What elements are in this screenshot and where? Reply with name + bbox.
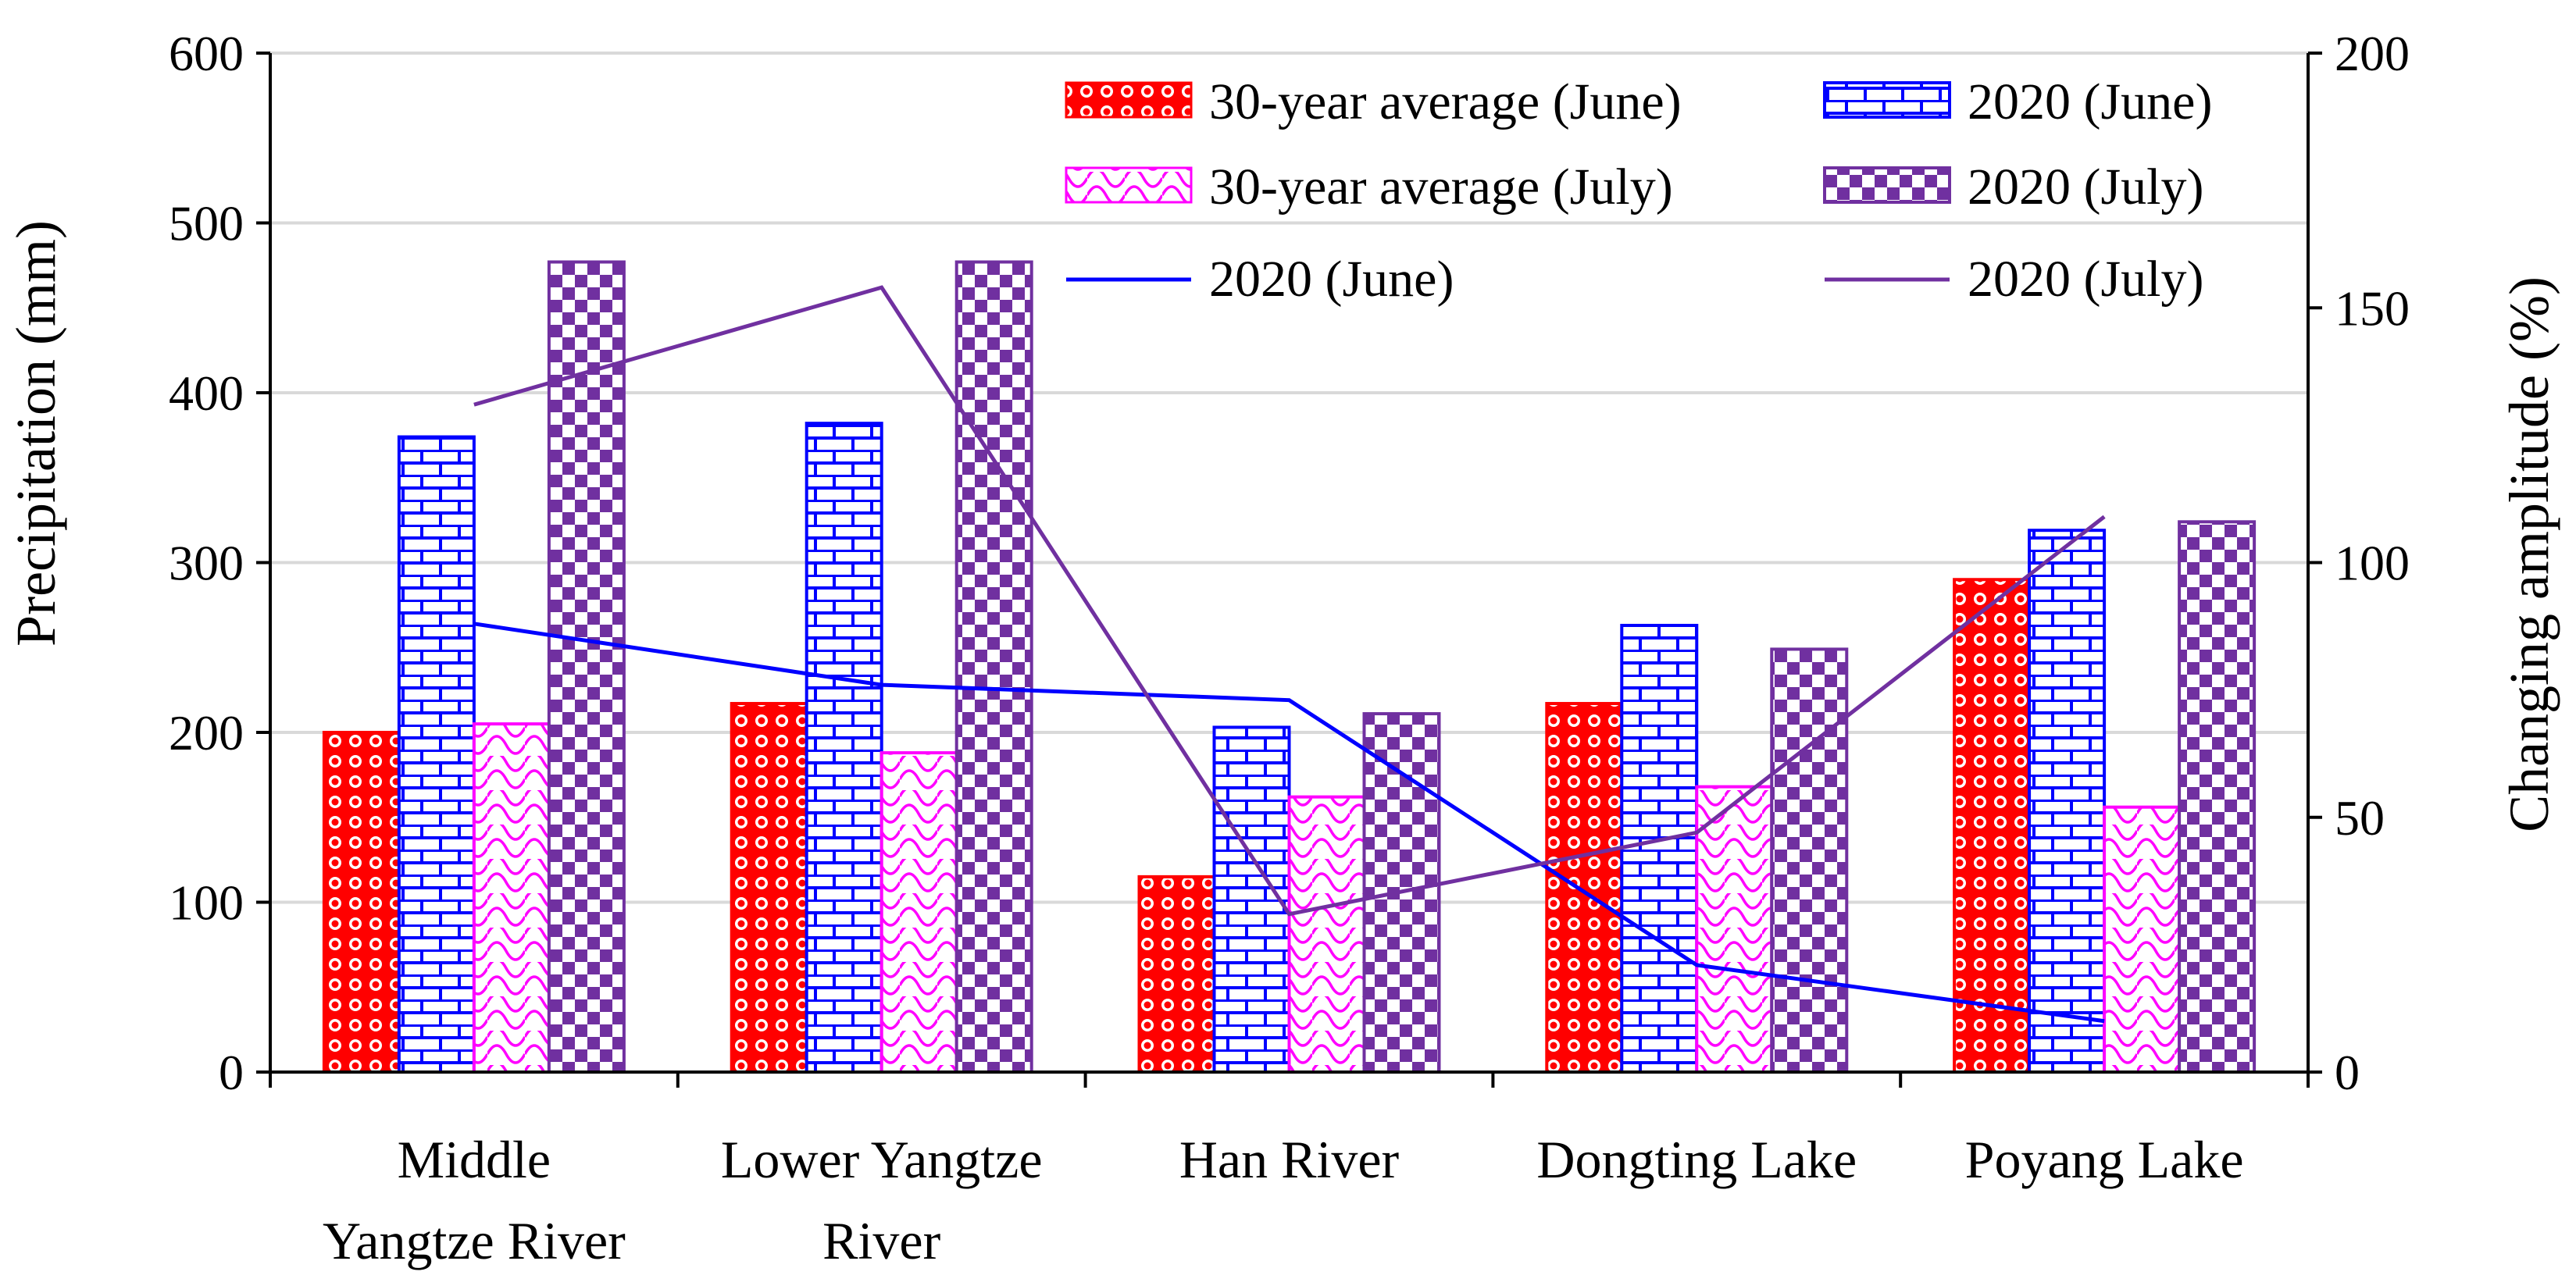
bar bbox=[1770, 647, 1849, 1074]
bars bbox=[322, 260, 2257, 1074]
y-tick-label: 600 bbox=[169, 26, 244, 81]
x-category-label: Dongting Lake bbox=[1536, 1130, 1857, 1189]
legend-label-2020-june-line: 2020 (June) bbox=[1209, 251, 1454, 308]
y-tick-label: 400 bbox=[169, 365, 244, 421]
y-axis-title: Precipitation (mm) bbox=[5, 220, 67, 647]
legend-label-2020-july-line: 2020 (July) bbox=[1968, 251, 2203, 308]
bar bbox=[547, 260, 626, 1074]
bar bbox=[954, 260, 1033, 1074]
y2-tick-label: 200 bbox=[2335, 26, 2410, 81]
legend-label-2020-july-bar: 2020 (July) bbox=[1968, 159, 2203, 216]
x-category-label: Yangtze River bbox=[323, 1211, 626, 1270]
y2-tick-label: 0 bbox=[2335, 1045, 2360, 1100]
x-category-label: Middle bbox=[398, 1130, 551, 1189]
bar bbox=[397, 435, 476, 1074]
y-tick-label: 500 bbox=[169, 196, 244, 251]
x-category-label: Poyang Lake bbox=[1965, 1130, 2244, 1189]
bar bbox=[1545, 702, 1624, 1074]
category-labels: Middle Yangtze River Lower Yangtze River Han… bbox=[323, 1130, 2244, 1270]
y2-axis-title: Changing amplitude (%) bbox=[2498, 276, 2560, 832]
y2-tick-label: 50 bbox=[2335, 790, 2385, 846]
y-tick-label: 0 bbox=[219, 1045, 244, 1100]
bar bbox=[879, 751, 958, 1074]
legend-swatch-2020-june bbox=[1823, 81, 1951, 119]
lines bbox=[473, 285, 2106, 1024]
legend-swatch-avg-july bbox=[1065, 166, 1193, 204]
bar bbox=[1137, 875, 1216, 1074]
y-tick-label: 300 bbox=[169, 536, 244, 591]
legend-swatch-2020-july bbox=[1823, 166, 1951, 204]
x-category-label: River bbox=[822, 1211, 940, 1270]
legend-label-avg-june: 30-year average (June) bbox=[1209, 73, 1682, 130]
bar bbox=[322, 731, 401, 1074]
axes bbox=[256, 52, 2322, 1088]
bar bbox=[2103, 805, 2182, 1074]
y-tick-label: 200 bbox=[169, 705, 244, 761]
x-category-label: Lower Yangtze bbox=[721, 1130, 1043, 1189]
bar bbox=[805, 422, 883, 1074]
bar bbox=[1287, 795, 1366, 1074]
bar bbox=[472, 722, 551, 1074]
bar bbox=[1953, 578, 2032, 1074]
y2-tick-label: 100 bbox=[2335, 536, 2410, 591]
bar bbox=[1620, 623, 1699, 1074]
legend-swatch-avg-june bbox=[1065, 81, 1193, 119]
series-line bbox=[473, 622, 2105, 1024]
series-line bbox=[473, 285, 2106, 917]
bar bbox=[1695, 785, 1774, 1074]
tick-labels: 0 100 200 300 400 500 600 0 50 100 150 200 bbox=[169, 26, 2410, 1100]
legend: 30-year average (June) 2020 (June) 30-ye… bbox=[1065, 73, 2212, 308]
y2-tick-label: 150 bbox=[2335, 280, 2410, 336]
bar bbox=[2028, 529, 2107, 1074]
legend-label-2020-june-bar: 2020 (June) bbox=[1968, 73, 2212, 130]
y-tick-label: 100 bbox=[169, 875, 244, 931]
bar bbox=[730, 702, 808, 1074]
legend-label-avg-july: 30-year average (July) bbox=[1209, 159, 1673, 216]
bar bbox=[2178, 520, 2257, 1074]
x-category-label: Han River bbox=[1179, 1130, 1400, 1189]
